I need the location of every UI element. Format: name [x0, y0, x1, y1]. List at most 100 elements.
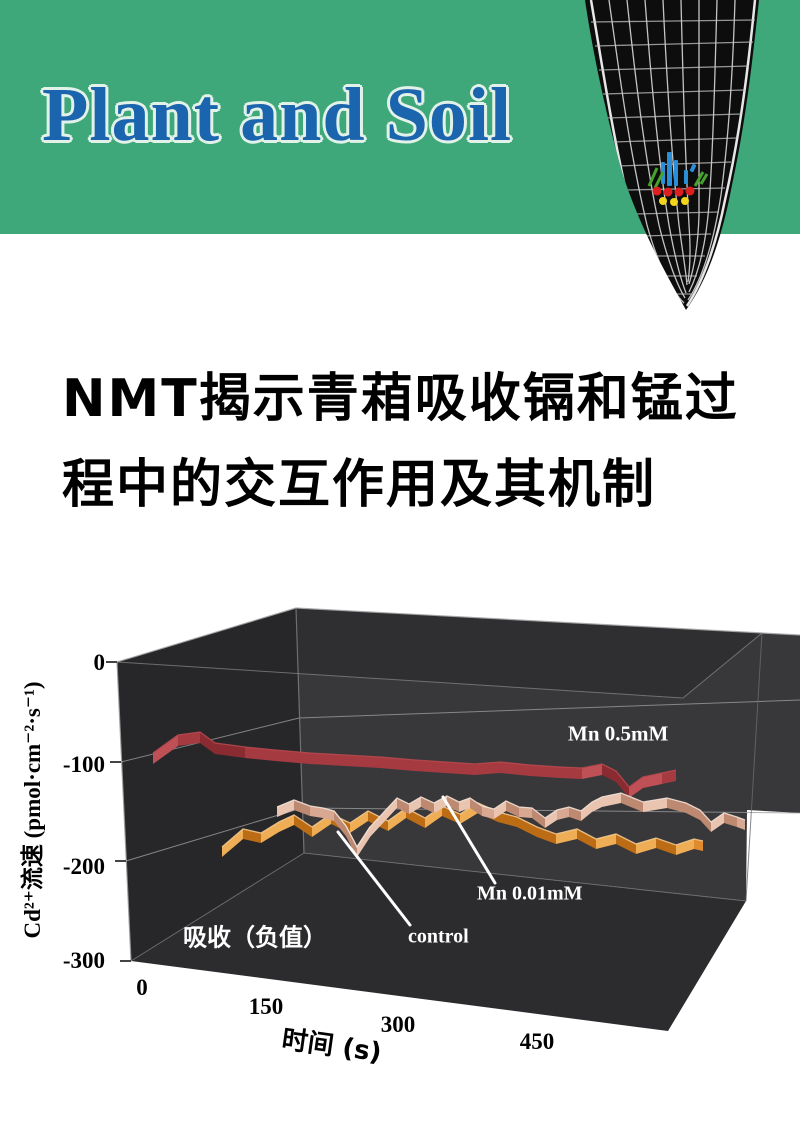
y-axis-title: Cd²⁺流速 (pmol·cm⁻²·s⁻¹): [20, 681, 45, 939]
ribbon-control-facet: [277, 800, 294, 817]
flux-chart-canvas: [106, 607, 800, 1031]
wall-right-edge: [745, 632, 763, 902]
ribbon-control-facet: [384, 798, 397, 822]
ribbon-control-facet: [506, 801, 519, 817]
series-label-mn-0.5mM: Mn 0.5mM: [568, 721, 669, 746]
ribbon-mn-0.5mM-facet: [629, 777, 643, 798]
ribbon-mn-0.5mM-facet: [200, 732, 215, 754]
ribbon-mn-0.5mM-facet: [560, 767, 582, 779]
ribbon-control-facet: [470, 798, 482, 816]
ribbon-mn-0.5mM-facet: [530, 765, 560, 778]
ribbon-mn-0.01mM-facet: [616, 834, 636, 854]
ribbon-control-facet: [310, 806, 323, 818]
ribbon-mn-0.5mM-facet: [178, 732, 200, 746]
grid-0-left: [116, 607, 297, 663]
ribbon-control-facet: [397, 798, 409, 814]
marker-green-ticks: [647, 167, 709, 189]
ribbon-mn-0.5mM-facet: [602, 764, 616, 782]
ribbon-mn-0.5mM-facet: [415, 760, 445, 773]
article-title: NMT揭示青葙吸收镉和锰过 程中的交互作用及其机制: [62, 356, 782, 528]
ribbon-mn-0.5mM-facet: [662, 770, 676, 784]
x-tick-300: 300: [380, 1012, 416, 1037]
ribbon-mn-0.5mM-facet: [643, 773, 662, 788]
ribbon-control-facet: [494, 801, 506, 819]
ribbon-mn-0.5mM-facet: [153, 735, 178, 764]
ribbon-control-facet: [482, 806, 494, 819]
article-title-line1: NMT揭示青葙吸收镉和锰过: [62, 369, 739, 429]
series-label-control: control: [408, 925, 469, 948]
ribbon-control-facet: [581, 802, 592, 821]
ribbon-mn-0.5mM-facet: [275, 750, 310, 764]
ribbon-control-facet: [323, 808, 334, 821]
ribbon-control-facet: [557, 807, 569, 820]
x-tick-0: 0: [136, 975, 148, 1000]
y-tick-200: -200: [62, 854, 105, 879]
marker-red-dots: [652, 186, 695, 197]
ribbon-control-facet: [294, 800, 310, 816]
leader-control: [336, 830, 412, 927]
root-marker-cluster: [647, 152, 709, 206]
left-wall: [117, 608, 304, 961]
grid-0-back: [295, 607, 800, 636]
ribbon-mn-0.01mM-facet: [517, 817, 537, 837]
ribbon-control-facet: [370, 812, 384, 837]
ribbon-mn-0.5mM-edge: [152, 731, 677, 788]
grid-300-left: [130, 852, 305, 962]
ribbon-control-facet: [447, 796, 459, 812]
x-tick-150: 150: [248, 994, 284, 1019]
grid-200-back: [301, 807, 800, 814]
ribbon-mn-0.5mM-facet: [215, 743, 245, 758]
ribbon-mn-0.01mM-facet: [279, 815, 294, 832]
x-tick-450: 450: [519, 1029, 555, 1054]
ribbon-mn-0.01mM-facet: [577, 829, 596, 849]
ribbon-mn-0.01mM-facet: [676, 839, 694, 855]
ribbon-mn-0.01mM-facet: [656, 838, 676, 855]
y-tick-300: -300: [62, 948, 105, 973]
ribbon-control-facet: [409, 797, 421, 814]
ribbon-control-facet: [421, 797, 434, 813]
ribbon-mn-0.01mM-facet: [222, 829, 243, 857]
ribbon-control-facet: [357, 827, 370, 857]
ribbon-control-facet: [545, 810, 557, 828]
ribbon-control-facet: [700, 810, 711, 832]
ribbon-mn-0.01mM-facet: [694, 839, 703, 851]
marker-blue-bars: [661, 152, 697, 186]
ribbon-mn-0.5mM-facet: [445, 762, 475, 775]
leader-mn-0.01mM: [441, 795, 497, 885]
ribbon-mn-0.01mM-facet: [261, 822, 279, 843]
ribbon-mn-0.5mM-facet: [310, 753, 345, 766]
ribbon-control-facet: [532, 808, 545, 828]
ribbon-mn-0.01mM-facet: [312, 814, 331, 837]
ribbon-control-facet: [686, 803, 700, 820]
ribbon-control-facet: [621, 793, 643, 812]
ribbon-mn-0.5mM-facet: [475, 762, 500, 775]
ribbon-mn-0.5mM-facet: [616, 771, 629, 798]
annotation-absorption: 吸收（负值）: [183, 923, 327, 952]
journal-title: Plant and Soil: [42, 73, 513, 157]
axis-front-left: [116, 661, 132, 962]
ribbon-mn-0.5mM-facet: [582, 764, 602, 779]
flux-chart: 0 -100 -200 -300 0 150 300 450 时间 (s) Cd²⁺流速 (pmo…: [0, 580, 800, 1130]
ribbon-control-facet: [737, 817, 745, 830]
ribbon-mn-0.01mM-facet: [425, 806, 442, 828]
ribbon-mn-0.01mM-facet: [537, 827, 556, 844]
article-title-line2: 程中的交互作用及其机制: [62, 455, 657, 515]
root-microscopy-image: [585, 0, 759, 310]
floor-back-edge: [303, 852, 747, 902]
ribbon-mn-0.01mM-facet: [294, 815, 312, 837]
grid-200-left: [125, 807, 303, 862]
ribbon-control-facet: [711, 813, 724, 832]
ribbon-control-facet: [346, 826, 357, 857]
ceiling-front-edge: [116, 661, 684, 699]
ribbon-control-edge: [333, 810, 371, 849]
ribbon-control-facet: [334, 811, 346, 836]
ribbon-mn-0.5mM-facet: [500, 762, 530, 776]
grid-100-back: [298, 699, 800, 719]
ribbon-mn-0.01mM-facet: [388, 808, 406, 831]
y-tick-100: -100: [62, 752, 105, 777]
ribbon-mn-0.01mM-facet: [350, 811, 368, 833]
ribbon-mn-0.01mM-edge: [221, 802, 704, 848]
series-label-mn-0.01mM: Mn 0.01mM: [477, 882, 583, 905]
marker-yellow-dots: [659, 197, 689, 206]
